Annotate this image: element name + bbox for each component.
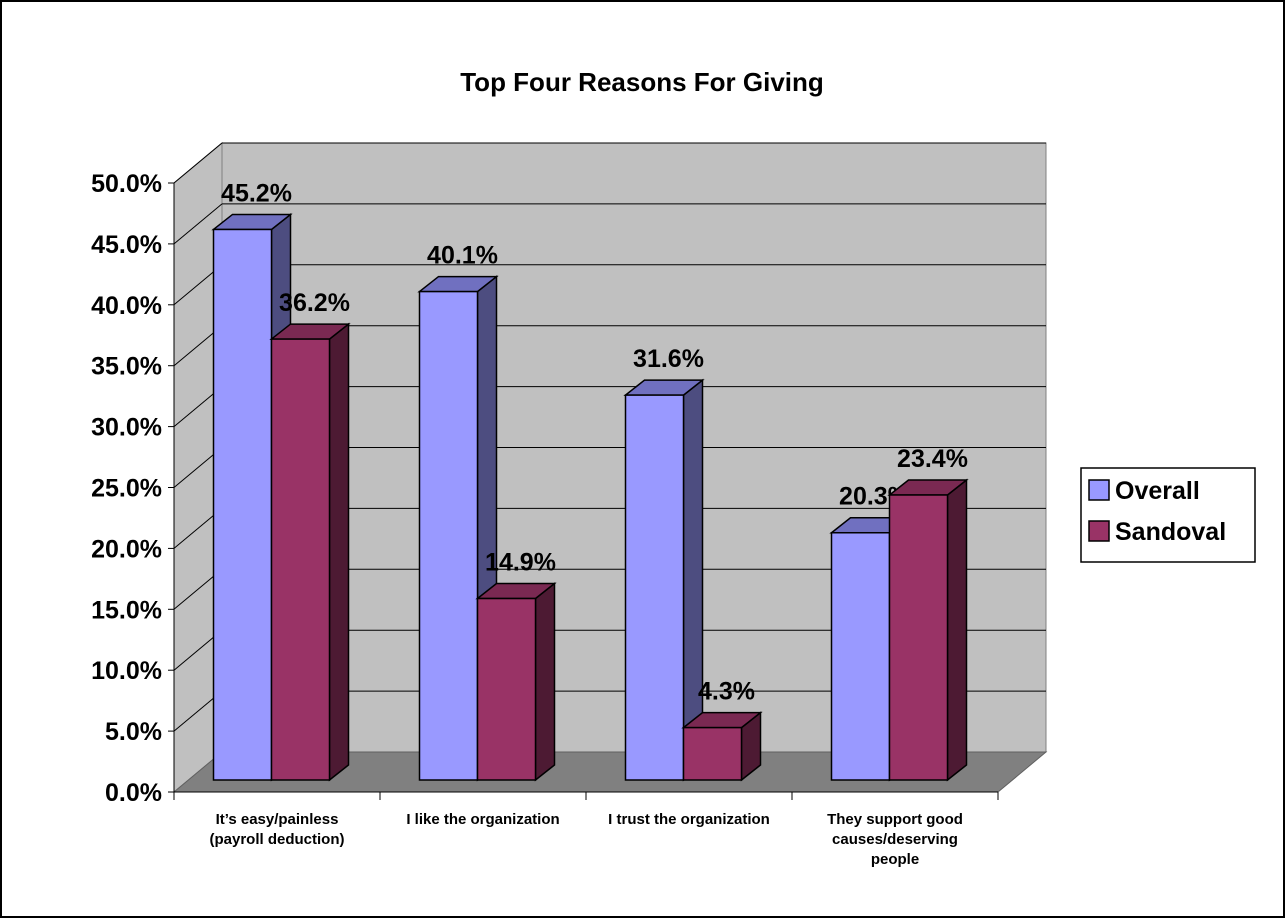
bar	[212, 228, 273, 781]
bar	[624, 394, 685, 781]
legend-frame	[1080, 467, 1256, 563]
bar	[418, 290, 479, 781]
legend-label: Overall	[1115, 477, 1200, 505]
x-tick-label: (payroll deduction)	[210, 831, 345, 848]
y-tick-label: 30.0%	[91, 414, 162, 442]
chart-title: Top Four Reasons For Giving	[460, 67, 824, 97]
gridline-side	[173, 142, 223, 184]
bar-side	[946, 478, 968, 782]
legend: Overall Sandoval	[1080, 467, 1256, 563]
bar	[888, 494, 949, 781]
data-label: 4.3%	[698, 678, 755, 706]
legend-swatch	[1088, 479, 1110, 501]
y-tick-label: 45.0%	[91, 231, 162, 259]
y-tick-label: 10.0%	[91, 657, 162, 685]
x-tick-label: They support good	[827, 811, 963, 828]
y-tick-label: 0.0%	[105, 779, 162, 807]
bar-side	[328, 322, 350, 782]
data-label: 40.1%	[427, 242, 498, 270]
y-tick-label: 20.0%	[91, 535, 162, 563]
bar-side	[534, 581, 556, 782]
x-tick-label: I trust the organization	[608, 811, 770, 828]
legend-label: Sandoval	[1115, 518, 1226, 546]
data-label: 45.2%	[221, 179, 292, 207]
y-tick-label: 40.0%	[91, 292, 162, 320]
x-tick-label: I like the organization	[406, 811, 559, 828]
plot-area: 0.0% 5.0% 10.0% 15.0% 20.0% 25.0% 30.0% 35.0% 40…	[91, 141, 1048, 868]
x-tick-label: It’s easy/painless	[216, 811, 339, 828]
bar	[476, 597, 537, 781]
y-tick-label: 15.0%	[91, 596, 162, 624]
legend-swatch	[1088, 520, 1110, 542]
y-tick-label: 25.0%	[91, 475, 162, 503]
data-label: 14.9%	[485, 549, 556, 577]
bar	[682, 726, 743, 781]
x-tick-label: causes/deserving	[832, 831, 958, 848]
y-tick-label: 5.0%	[105, 718, 162, 746]
x-tick-label: people	[871, 851, 919, 868]
y-tick-label: 50.0%	[91, 170, 162, 198]
bar	[270, 338, 331, 781]
gridline-side	[173, 203, 223, 245]
data-label: 36.2%	[279, 289, 350, 317]
y-tick-label: 35.0%	[91, 353, 162, 381]
data-label: 23.4%	[897, 445, 968, 473]
data-label: 31.6%	[633, 345, 704, 373]
bar	[830, 531, 891, 781]
